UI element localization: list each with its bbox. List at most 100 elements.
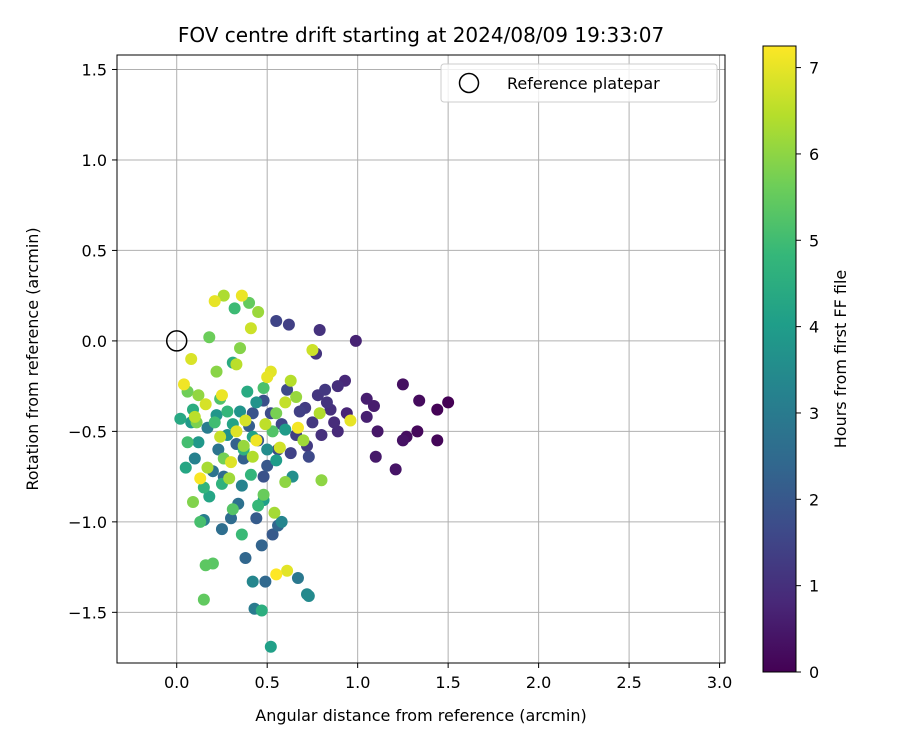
y-tick-label: 1.0: [82, 151, 107, 170]
data-point: [396, 434, 409, 447]
x-tick-label: 1.0: [345, 673, 370, 692]
data-point: [194, 472, 207, 485]
data-point: [261, 443, 274, 456]
data-point: [360, 410, 373, 423]
y-tick-label: 0.0: [82, 332, 107, 351]
x-tick-label: 1.5: [435, 673, 460, 692]
data-point: [313, 324, 326, 337]
x-axis-label: Angular distance from reference (arcmin): [255, 706, 586, 725]
data-point: [431, 434, 444, 447]
data-point: [281, 383, 294, 396]
data-point: [291, 421, 304, 434]
colorbar: 0 1 2 3 4 5 6 7 Hours from first FF file: [762, 45, 850, 682]
colorbar-tick-label: 3: [809, 404, 819, 423]
data-point: [315, 474, 328, 487]
data-point: [284, 447, 297, 460]
legend: Reference platepar: [440, 63, 718, 103]
data-point: [396, 378, 409, 391]
data-point: [244, 468, 257, 481]
data-point: [235, 528, 248, 541]
y-tick-label: 1.5: [82, 60, 107, 79]
data-point: [302, 450, 315, 463]
x-tick-label: 0.0: [164, 673, 189, 692]
data-point: [250, 434, 263, 447]
data-point: [203, 331, 216, 344]
data-point: [192, 389, 205, 402]
data-point: [237, 452, 250, 465]
data-point: [360, 392, 373, 405]
data-point: [197, 593, 210, 606]
colorbar-tick-label: 0: [809, 663, 819, 682]
grid-lines: [117, 55, 725, 663]
x-tick-label: 3.0: [707, 673, 732, 692]
y-tick-label: 0.5: [82, 241, 107, 260]
data-point: [306, 416, 319, 429]
colorbar-gradient: [762, 45, 797, 673]
data-point: [246, 450, 259, 463]
data-point: [306, 343, 319, 356]
data-point: [203, 490, 216, 503]
axis-ticks: 0.0 0.5 1.0 1.5 2.0 2.5 3.0 −1.5 −1.0 −0.5 0.0 0.5 1…: [68, 60, 732, 692]
data-point: [244, 322, 257, 335]
data-point: [282, 318, 295, 331]
data-point: [320, 396, 333, 409]
data-point: [199, 559, 212, 572]
colorbar-tick-label: 1: [809, 577, 819, 596]
data-point: [279, 423, 292, 436]
data-point: [257, 470, 270, 483]
data-point: [210, 365, 223, 378]
data-point: [328, 416, 341, 429]
legend-marker-icon: [458, 72, 480, 94]
data-point: [208, 416, 221, 429]
data-point: [246, 575, 259, 588]
data-point: [270, 454, 283, 467]
data-point: [239, 552, 252, 565]
legend-entry-label: Reference platepar: [507, 74, 660, 93]
data-point: [250, 512, 263, 525]
colorbar-tick-label: 5: [809, 231, 819, 250]
data-point: [197, 481, 210, 494]
data-point: [268, 506, 281, 519]
data-point: [215, 523, 228, 536]
data-point: [228, 302, 241, 315]
colorbar-tick-label: 7: [809, 59, 819, 78]
colorbar-tick-label: 6: [809, 145, 819, 164]
data-point: [369, 450, 382, 463]
data-points: [174, 289, 455, 653]
data-point: [275, 515, 288, 528]
data-point: [284, 374, 297, 387]
data-point: [261, 459, 274, 472]
legend-box: [440, 63, 718, 103]
data-point: [319, 383, 332, 396]
data-point: [297, 434, 310, 447]
data-point: [177, 378, 190, 391]
data-point: [221, 405, 234, 418]
data-point: [187, 495, 199, 508]
data-point: [217, 289, 230, 302]
data-point: [225, 512, 237, 525]
data-point: [185, 353, 198, 365]
data-point: [279, 396, 292, 409]
data-point: [442, 396, 455, 409]
colorbar-label: Hours from first FF file: [831, 270, 850, 449]
data-point: [257, 381, 270, 394]
y-tick-label: −1.0: [68, 513, 107, 532]
data-point: [179, 461, 192, 474]
data-point: [293, 405, 306, 418]
data-point: [259, 575, 272, 588]
data-point: [264, 640, 277, 653]
data-point: [255, 539, 268, 552]
data-point: [234, 405, 247, 418]
x-tick-label: 2.0: [526, 673, 551, 692]
data-point: [259, 418, 272, 431]
data-point: [226, 503, 239, 516]
data-point: [174, 412, 187, 425]
plot-frame: [116, 54, 726, 664]
data-point: [235, 479, 248, 492]
data-point: [313, 407, 326, 420]
colorbar-ticks: 0 1 2 3 4 5 6 7: [796, 59, 819, 682]
data-point: [371, 425, 384, 438]
data-point: [431, 403, 444, 416]
data-point: [192, 436, 205, 449]
